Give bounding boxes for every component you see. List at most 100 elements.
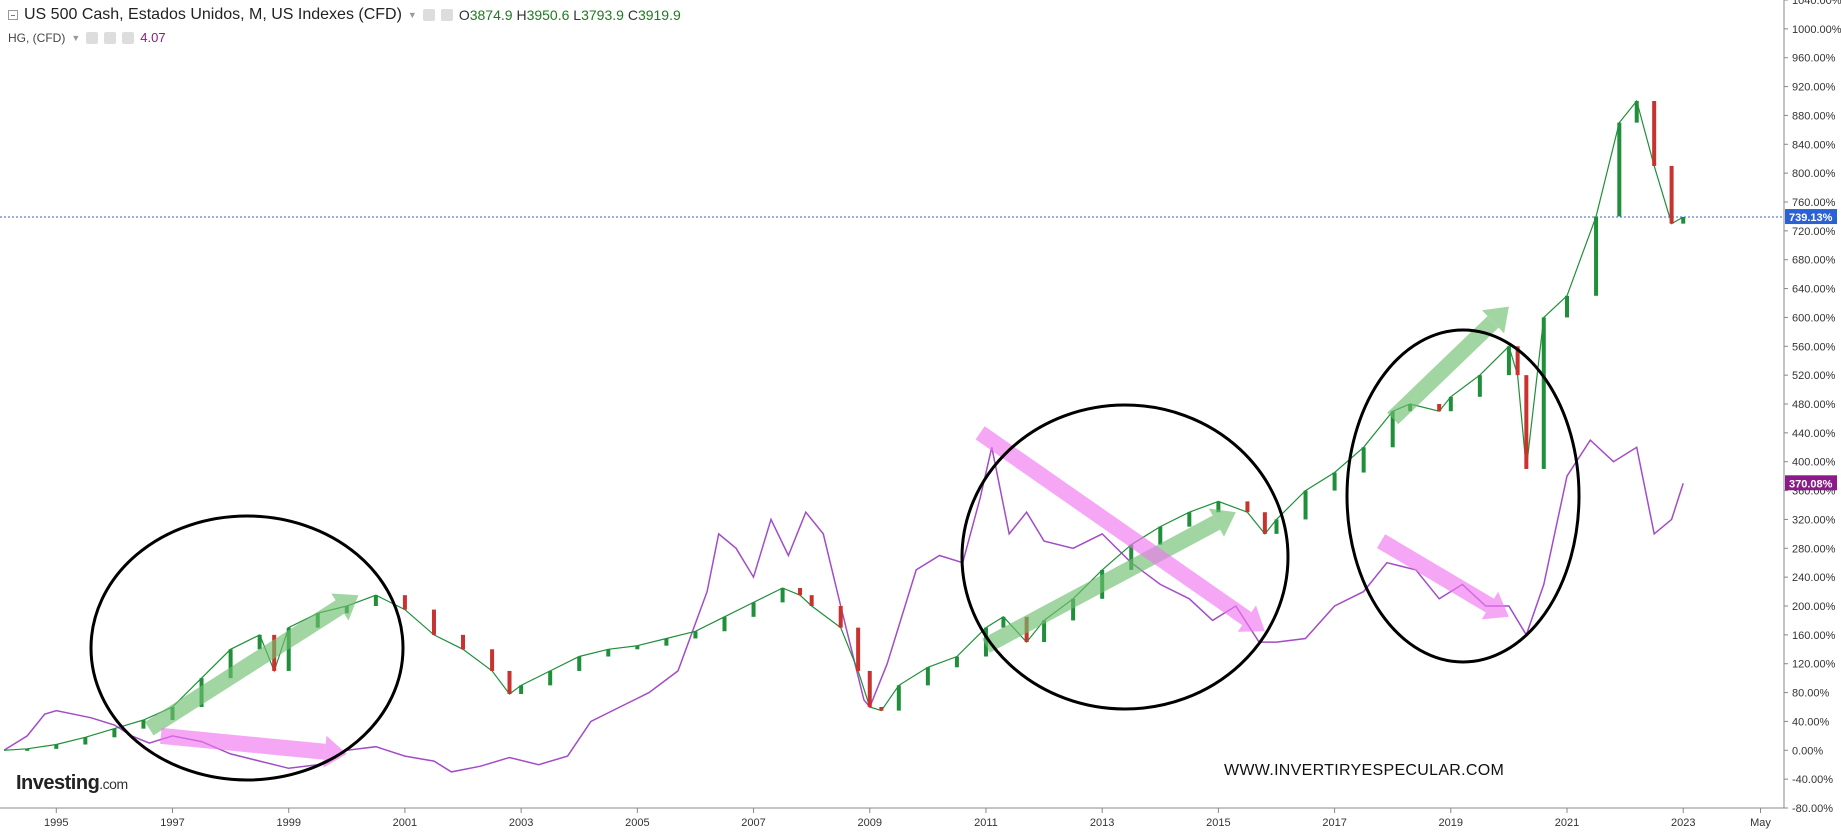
y-tick-label: 440.00% bbox=[1792, 428, 1836, 440]
candle bbox=[1448, 396, 1453, 412]
overlay-close-icon[interactable] bbox=[122, 31, 135, 44]
y-tick-label: 280.00% bbox=[1792, 543, 1836, 555]
overlay-title: HG, (CFD) bbox=[8, 30, 66, 45]
overlay-settings-icon[interactable] bbox=[86, 31, 99, 44]
candle bbox=[112, 728, 117, 738]
candle bbox=[548, 670, 553, 686]
candle bbox=[1129, 544, 1134, 570]
y-tick-label: -80.00% bbox=[1792, 803, 1833, 815]
candle bbox=[1262, 512, 1267, 534]
y-tick-label: -40.00% bbox=[1792, 774, 1833, 786]
ohlc-high-key: H bbox=[516, 7, 527, 23]
green-arrow-2-head bbox=[1208, 508, 1236, 537]
candle bbox=[373, 595, 378, 606]
x-tick-label: 2009 bbox=[858, 817, 882, 829]
candle bbox=[257, 634, 262, 650]
x-tick-label: 2017 bbox=[1322, 817, 1346, 829]
y-tick-label: 760.00% bbox=[1792, 197, 1836, 209]
price-value-tag-box bbox=[1785, 209, 1837, 225]
overlay-value-tag-text: 370.08% bbox=[1789, 478, 1833, 490]
candle bbox=[635, 645, 640, 650]
dropdown-caret-icon[interactable]: ▼ bbox=[407, 10, 417, 20]
candle bbox=[606, 649, 611, 657]
candle bbox=[1681, 217, 1686, 224]
candle bbox=[1001, 616, 1006, 628]
pink-arrow-2-head bbox=[1237, 605, 1265, 632]
green-arrow-2-shaft bbox=[982, 515, 1221, 653]
candle bbox=[431, 609, 436, 635]
watermark-text: WWW.INVERTIRYESPECULAR.COM bbox=[1224, 762, 1505, 779]
candle bbox=[1652, 101, 1657, 166]
candle bbox=[1274, 519, 1279, 534]
candle bbox=[1361, 447, 1366, 473]
candle bbox=[809, 595, 814, 606]
logo-suffix: .com bbox=[99, 776, 128, 792]
candle bbox=[519, 685, 524, 695]
green-arrow-2 bbox=[982, 508, 1236, 653]
y-tick-label: 80.00% bbox=[1792, 688, 1830, 700]
candle bbox=[1669, 165, 1674, 224]
ohlc-close-key: C bbox=[627, 7, 638, 23]
y-tick-label: 560.00% bbox=[1792, 341, 1836, 353]
candle bbox=[577, 656, 582, 671]
overlay-dropdown-icon[interactable]: ▼ bbox=[71, 32, 81, 43]
candle bbox=[722, 616, 727, 632]
candle bbox=[798, 587, 803, 596]
candle bbox=[879, 707, 884, 711]
candle bbox=[780, 587, 785, 603]
candle bbox=[954, 656, 959, 668]
candle bbox=[751, 602, 756, 617]
y-tick-label: 680.00% bbox=[1792, 255, 1836, 267]
candle bbox=[461, 634, 466, 650]
candle bbox=[1565, 295, 1570, 318]
x-tick-label: May bbox=[1750, 817, 1771, 829]
y-tick-label: 200.00% bbox=[1792, 601, 1836, 613]
x-axis: 1995 1997 1999 2001 2003 2005 2007 2009 2011 2013… bbox=[44, 808, 1771, 829]
x-tick-label: 2019 bbox=[1439, 817, 1463, 829]
candle bbox=[25, 748, 30, 751]
y-tick-label: 400.00% bbox=[1792, 457, 1836, 469]
candle bbox=[1617, 122, 1622, 217]
series-title: US 500 Cash, Estados Unidos, M, US Index… bbox=[24, 6, 402, 23]
settings-icon[interactable] bbox=[422, 9, 435, 21]
candle bbox=[1071, 598, 1076, 621]
candle bbox=[1216, 501, 1221, 513]
pink-arrow-1-shaft bbox=[160, 727, 326, 760]
x-tick-label: 2007 bbox=[741, 817, 765, 829]
candle bbox=[1515, 346, 1520, 376]
candle bbox=[1187, 512, 1192, 527]
candle bbox=[693, 631, 698, 639]
candle bbox=[867, 670, 872, 707]
price-value-tag: 739.13% bbox=[1785, 209, 1837, 225]
candle bbox=[83, 737, 88, 745]
x-tick-label: 2023 bbox=[1671, 817, 1695, 829]
overlay-value-tag-box bbox=[1785, 475, 1837, 491]
y-tick-label: 600.00% bbox=[1792, 312, 1836, 324]
candle bbox=[54, 744, 59, 749]
candle bbox=[664, 638, 669, 646]
ohlc-open: 3874.9 bbox=[469, 7, 513, 23]
candle bbox=[1437, 404, 1442, 412]
x-tick-label: 2015 bbox=[1206, 817, 1230, 829]
pink-arrow-2 bbox=[975, 426, 1265, 632]
collapse-icon[interactable] bbox=[8, 10, 18, 20]
price-value-tag-text: 739.13% bbox=[1789, 212, 1833, 224]
overlay-value-tag: 370.08% bbox=[1785, 475, 1837, 491]
y-tick-label: 920.00% bbox=[1792, 82, 1836, 94]
y-tick-label: 960.00% bbox=[1792, 53, 1836, 65]
candle bbox=[1524, 375, 1529, 469]
green-arrow-1-shaft bbox=[144, 600, 345, 736]
x-tick-label: 2011 bbox=[974, 817, 998, 829]
candle bbox=[141, 719, 146, 729]
candle bbox=[490, 649, 495, 671]
ohlc-readout: O3874.9 H3950.6 L3793.9 C3919.9 bbox=[459, 7, 681, 23]
visibility-icon[interactable] bbox=[440, 9, 453, 21]
x-tick-label: 2005 bbox=[625, 817, 649, 829]
candle bbox=[1245, 501, 1250, 513]
candle bbox=[1594, 216, 1599, 296]
ohlc-low-key: L bbox=[573, 7, 582, 23]
y-axis: -80.00% -40.00% 0.00% 40.00% 80.00% 120.00% 16… bbox=[1784, 0, 1841, 815]
overlay-visibility-icon[interactable] bbox=[104, 31, 117, 44]
